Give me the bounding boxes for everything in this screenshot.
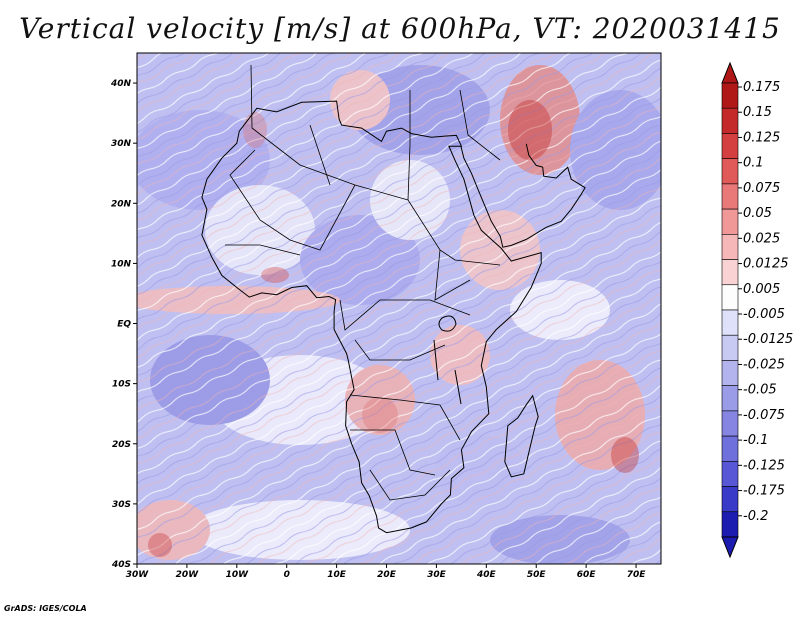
lon-tick-label: 20E xyxy=(377,570,397,580)
lon-tick-label: 30E xyxy=(427,570,447,580)
colorbar-swatch xyxy=(721,435,739,462)
colorbar-label: 0.15 xyxy=(743,105,772,120)
colorbar-swatch xyxy=(721,486,739,513)
colorbar-swatch xyxy=(721,133,739,159)
latitude-tick-labels: 40N 30N 20N 10N EQ 10S 20S 30S 40S xyxy=(110,79,137,570)
lat-tick-label: EQ xyxy=(117,320,131,330)
colorbar-label: -0.125 xyxy=(743,458,785,473)
colorbar-swatch xyxy=(721,158,739,185)
lon-tick-label: 70E xyxy=(627,570,647,580)
colorbar-swatch xyxy=(721,259,739,286)
lat-tick-label: 40N xyxy=(110,79,132,89)
colorbar-label: 0.075 xyxy=(743,181,780,196)
colorbar-label: -0.025 xyxy=(743,357,785,372)
lat-tick-label: 20N xyxy=(111,199,132,209)
lon-tick-label: 10E xyxy=(327,570,347,580)
country-borders xyxy=(225,64,501,501)
colorbar-min-arrow xyxy=(721,536,739,559)
colorbar-label: 0.025 xyxy=(743,231,780,246)
lon-tick-label: 20W xyxy=(176,570,200,580)
lon-tick-label: 10W xyxy=(226,570,250,580)
lon-tick-label: 30W xyxy=(126,570,150,580)
colorbar-swatch xyxy=(721,511,739,538)
lake-malawi xyxy=(454,369,462,405)
colorbar-label: 0.125 xyxy=(743,130,780,145)
colorbar-swatch xyxy=(721,309,739,336)
chart-title: Vertical velocity [m/s] at 600hPa, VT: 2… xyxy=(19,12,781,45)
colorbar-swatch xyxy=(721,284,739,311)
lat-tick-label: 10N xyxy=(111,259,132,269)
colorbar-label: -0.175 xyxy=(743,484,785,499)
colorbar-max-arrow xyxy=(721,61,739,84)
colorbar-swatch xyxy=(721,334,739,361)
colorbar-swatch xyxy=(721,385,739,412)
longitude-tick-labels: 30W 20W 10W 0 10E 20E 30E 40E 50E 60E 70E xyxy=(126,564,646,580)
lat-tick-label: 30S xyxy=(112,500,131,510)
colorbar-label: 0.005 xyxy=(743,282,780,297)
colorbar-swatch xyxy=(721,183,739,210)
colorbar-label: 0.05 xyxy=(743,206,772,221)
arabia-coastline xyxy=(460,143,586,248)
colorbar-swatch xyxy=(721,461,739,487)
colorbar-label: 0.175 xyxy=(743,80,780,95)
colorbar-swatch xyxy=(721,234,739,260)
lat-tick-label: 20S xyxy=(112,440,131,450)
lon-tick-label: 50E xyxy=(527,570,547,580)
plot-frame xyxy=(136,52,662,565)
colorbar-label: 0.0125 xyxy=(743,257,789,272)
colorbar-swatch xyxy=(721,208,739,235)
lake-tanganyika xyxy=(433,339,439,381)
velocity-field xyxy=(137,53,661,564)
colorbar-swatch xyxy=(721,360,739,386)
colorbar-swatch xyxy=(721,107,739,134)
grads-credit: GrADS: IGES/COLA xyxy=(4,604,87,613)
africa-coastline xyxy=(201,100,542,534)
colorbar-label: -0.2 xyxy=(743,509,768,524)
madagascar-coastline xyxy=(504,394,539,478)
lon-tick-label: 0 xyxy=(284,570,290,580)
lat-tick-label: 40S xyxy=(111,560,131,570)
lon-tick-label: 40E xyxy=(476,570,497,580)
lon-tick-label: 60E xyxy=(577,570,597,580)
colorbar: 0.175 0.15 0.125 0.1 0.075 0.05 0.025 0.0125 0.0… xyxy=(721,61,793,559)
lake-victoria xyxy=(438,315,457,332)
colorbar-label: -0.075 xyxy=(743,408,785,423)
lat-tick-label: 30N xyxy=(111,139,132,149)
colorbar-swatch xyxy=(721,410,739,437)
colorbar-label: -0.05 xyxy=(743,383,777,398)
colorbar-label: 0.1 xyxy=(743,156,764,171)
colorbar-swatch xyxy=(721,82,739,109)
colorbar-label: -0.0125 xyxy=(743,332,793,347)
colorbar-label: -0.005 xyxy=(743,307,785,322)
lat-tick-label: 10S xyxy=(112,380,131,390)
colorbar-label: -0.1 xyxy=(743,433,768,448)
